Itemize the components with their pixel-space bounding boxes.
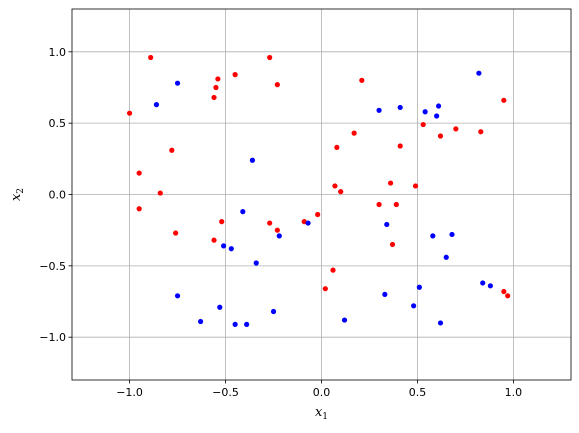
data-point-series-2 bbox=[244, 321, 250, 327]
data-point-series-2 bbox=[480, 280, 486, 286]
data-point-series-2 bbox=[430, 233, 436, 239]
data-point-series-2 bbox=[174, 80, 181, 86]
data-point-series-2 bbox=[153, 102, 160, 108]
data-point-series-2 bbox=[276, 233, 282, 239]
data-point-series-1 bbox=[215, 76, 221, 82]
data-point-series-1 bbox=[437, 133, 444, 139]
data-point-series-2 bbox=[240, 209, 246, 215]
data-point-series-2 bbox=[232, 321, 238, 327]
data-point-series-1 bbox=[211, 94, 217, 101]
data-point-series-2 bbox=[435, 103, 442, 109]
y-axis-label: x2 bbox=[9, 188, 26, 201]
data-point-series-2 bbox=[449, 231, 455, 238]
data-point-series-1 bbox=[274, 227, 280, 233]
data-point-series-2 bbox=[397, 104, 403, 111]
grid-lines bbox=[72, 9, 571, 380]
y-tick-label: 1.0 bbox=[49, 46, 67, 59]
data-point-series-2 bbox=[416, 284, 422, 290]
data-point-series-2 bbox=[382, 291, 388, 297]
data-point-series-1 bbox=[478, 129, 484, 135]
y-tick-label: 0.5 bbox=[49, 117, 67, 130]
data-point-series-1 bbox=[351, 130, 357, 136]
data-point-series-1 bbox=[397, 143, 403, 149]
data-point-series-1 bbox=[173, 230, 179, 236]
data-point-series-2 bbox=[217, 304, 223, 310]
data-point-series-1 bbox=[387, 180, 394, 186]
data-point-series-2 bbox=[376, 107, 382, 113]
data-point-series-1 bbox=[267, 54, 273, 61]
data-point-series-1 bbox=[338, 189, 344, 195]
data-point-series-1 bbox=[267, 220, 273, 226]
data-point-series-1 bbox=[136, 170, 142, 176]
data-point-series-1 bbox=[148, 54, 154, 61]
x-tick-label: 0.5 bbox=[409, 386, 427, 399]
data-point-series-1 bbox=[359, 77, 365, 83]
data-point-series-1 bbox=[376, 201, 382, 208]
data-point-series-2 bbox=[228, 246, 234, 252]
data-point-series-2 bbox=[476, 70, 482, 76]
data-point-series-1 bbox=[389, 241, 396, 248]
data-point-series-1 bbox=[213, 84, 219, 91]
data-point-series-1 bbox=[211, 237, 217, 243]
data-point-series-2 bbox=[249, 157, 256, 163]
y-tick-label: −0.5 bbox=[39, 260, 66, 273]
y-axis-ticks: −1.0 −0.5 0.0 0.5 1.0 bbox=[39, 46, 72, 344]
y-axis-label-subscript: 2 bbox=[16, 188, 26, 194]
data-point-series-2 bbox=[341, 317, 348, 323]
data-point-series-2 bbox=[221, 243, 227, 249]
y-tick-label: 0.0 bbox=[49, 189, 67, 202]
x-tick-label: 0.0 bbox=[313, 386, 331, 399]
y-axis-label-main: x bbox=[9, 193, 24, 201]
data-point-series-2 bbox=[437, 320, 444, 326]
data-point-series-2 bbox=[411, 303, 417, 309]
data-point-series-1 bbox=[412, 183, 419, 189]
x-tick-label: −0.5 bbox=[212, 386, 239, 399]
data-point-series-2 bbox=[434, 113, 440, 119]
data-point-series-2 bbox=[270, 308, 277, 315]
x-axis-ticks: −1.0 −0.5 0.0 0.5 1.0 bbox=[116, 380, 522, 399]
data-point-series-1 bbox=[315, 211, 321, 218]
data-point-series-1 bbox=[334, 144, 340, 151]
data-point-series-1 bbox=[393, 201, 399, 208]
data-point-series-1 bbox=[219, 219, 225, 225]
x-axis-label-subscript: 1 bbox=[322, 412, 328, 422]
data-point-series-1 bbox=[420, 121, 426, 128]
x-axis-label-main: x bbox=[315, 405, 323, 420]
data-point-series-2 bbox=[443, 254, 449, 260]
data-point-series-1 bbox=[330, 267, 336, 273]
data-point-series-1 bbox=[136, 206, 142, 212]
data-point-series-2 bbox=[197, 318, 204, 325]
data-point-series-2 bbox=[487, 283, 493, 289]
data-point-series-2 bbox=[305, 220, 311, 226]
x-tick-label: −1.0 bbox=[116, 386, 143, 399]
data-point-series-2 bbox=[253, 260, 259, 266]
data-point-series-1 bbox=[501, 97, 507, 103]
data-point-series-1 bbox=[322, 286, 328, 292]
data-point-series-1 bbox=[501, 288, 507, 295]
y-tick-label: −1.0 bbox=[39, 331, 66, 344]
data-point-series-1 bbox=[274, 82, 280, 88]
x-axis-label: x1 bbox=[315, 405, 328, 422]
data-point-series-1 bbox=[332, 183, 338, 189]
data-point-series-1 bbox=[232, 72, 238, 78]
data-point-series-1 bbox=[505, 293, 511, 299]
data-points bbox=[126, 54, 511, 327]
data-point-series-2 bbox=[422, 109, 428, 115]
data-point-series-1 bbox=[169, 147, 175, 153]
data-point-series-1 bbox=[453, 126, 459, 132]
data-point-series-2 bbox=[174, 293, 181, 299]
x-tick-label: 1.0 bbox=[505, 386, 523, 399]
data-point-series-2 bbox=[384, 221, 390, 228]
data-point-series-1 bbox=[126, 110, 133, 116]
data-point-series-1 bbox=[157, 190, 163, 196]
